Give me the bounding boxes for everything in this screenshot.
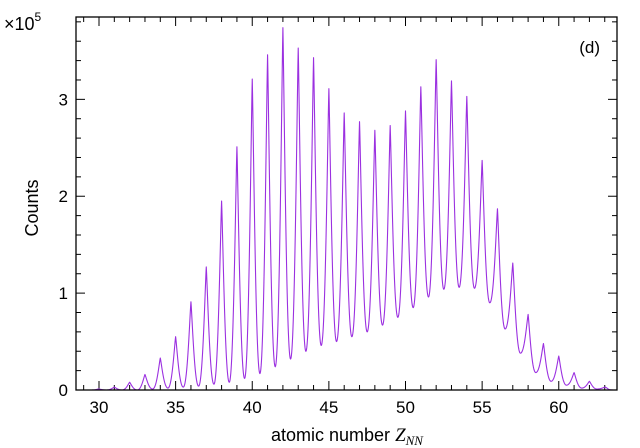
y-tick-label: 1 <box>59 284 68 303</box>
x-tick-label: 35 <box>166 398 185 417</box>
x-axis-label-var: Z <box>395 425 406 446</box>
x-tick-label: 50 <box>396 398 415 417</box>
y-axis-label: Counts <box>22 179 42 236</box>
x-axis-label-sub: NN <box>405 433 425 448</box>
x-tick-label: 45 <box>319 398 338 417</box>
x-tick-label: 40 <box>243 398 262 417</box>
plot-frame <box>75 16 618 391</box>
x-axis-label: atomic number ZNN <box>271 425 424 448</box>
y-multiplier: ×105 <box>4 10 42 34</box>
x-tick-label: 60 <box>549 398 568 417</box>
y-tick-label: 0 <box>59 381 68 400</box>
series-line <box>77 27 616 391</box>
y-multiplier-exponent: 5 <box>35 10 42 24</box>
y-multiplier-base: ×10 <box>4 14 35 34</box>
x-tick-label: 55 <box>473 398 492 417</box>
y-tick-label: 2 <box>59 187 68 206</box>
panel-label: (d) <box>579 38 600 57</box>
ticks-layer: 30 35 40 45 50 55 60 0 1 2 3 <box>59 17 617 417</box>
x-tick-label: 30 <box>90 398 109 417</box>
y-tick-label: 3 <box>59 90 68 109</box>
x-axis-label-text: atomic number <box>271 425 395 445</box>
